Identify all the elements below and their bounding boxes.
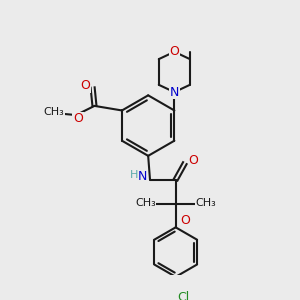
Text: O: O [73, 112, 83, 125]
Text: CH₃: CH₃ [196, 198, 216, 208]
Text: N: N [170, 85, 179, 99]
Text: CH₃: CH₃ [44, 107, 64, 117]
Text: Cl: Cl [177, 290, 189, 300]
Text: O: O [80, 79, 90, 92]
Text: CH₃: CH₃ [135, 198, 156, 208]
Text: N: N [138, 170, 147, 183]
Text: O: O [188, 154, 198, 167]
Text: H: H [130, 170, 139, 180]
Text: O: O [169, 45, 179, 58]
Text: O: O [180, 214, 190, 226]
